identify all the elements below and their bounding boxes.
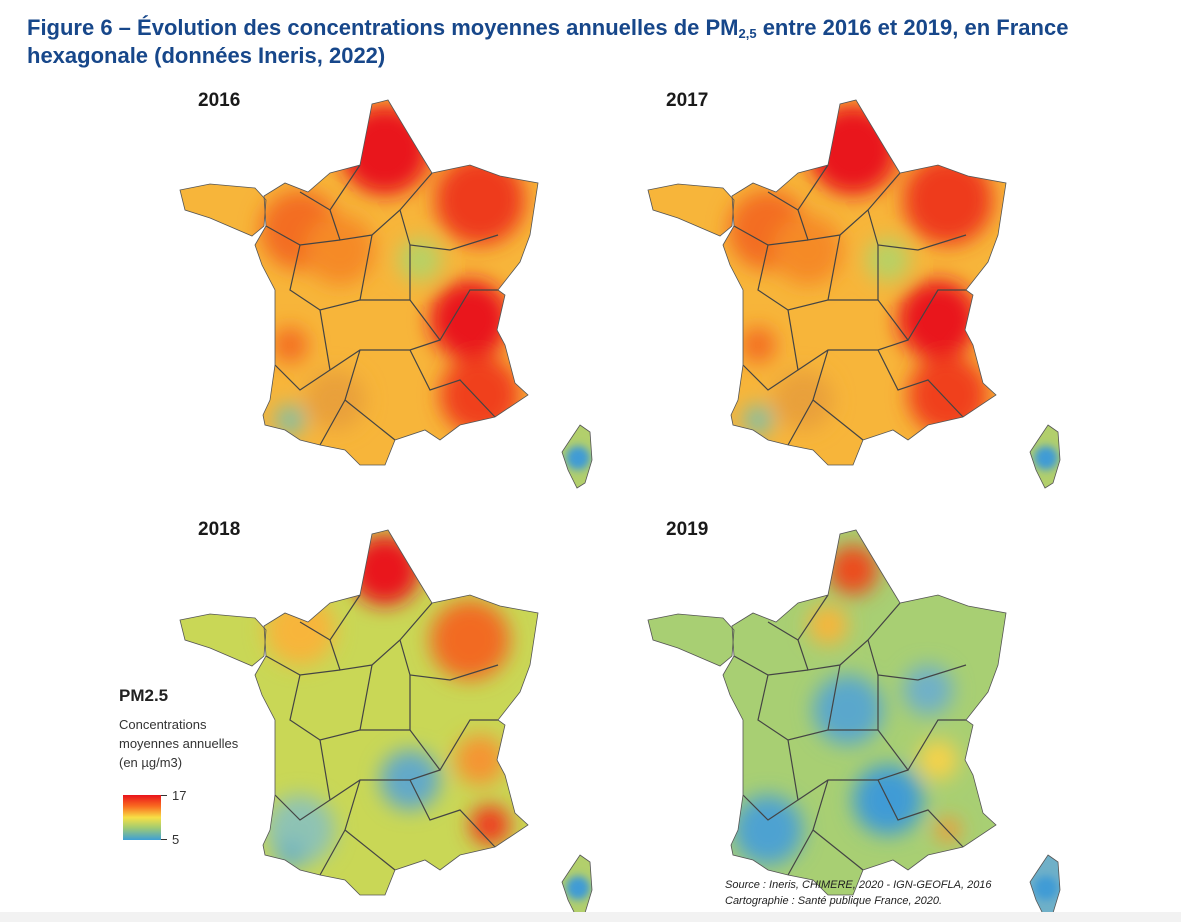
source-line: Source : Ineris, CHIMERE, 2020 - IGN-GEO…	[725, 879, 992, 891]
mainland-heatmap	[648, 530, 1006, 895]
region-borders	[647, 99, 1061, 489]
france-map-2019	[647, 529, 1061, 919]
france-map-2016	[179, 99, 593, 489]
corsica-heatmap	[1030, 425, 1060, 488]
year-label-2017: 2017	[666, 90, 709, 111]
legend-tick-min	[161, 839, 167, 840]
region-borders	[179, 99, 593, 489]
legend-desc-line1: Concentrations	[119, 717, 207, 732]
figure-title: Figure 6 – Évolution des concentrations …	[27, 14, 1167, 70]
legend-max-value: 17	[172, 788, 187, 803]
france-map-2018	[179, 529, 593, 919]
title-main: Figure 6 – Évolution des concentrations …	[27, 15, 739, 40]
year-label-2019: 2019	[666, 519, 709, 540]
legend-desc-line3: (en µg/m3)	[119, 755, 183, 770]
legend-title: PM2.5	[119, 686, 169, 705]
title-line2: hexagonale (données Ineris, 2022)	[27, 43, 386, 68]
year-label-2016: 2016	[198, 90, 241, 111]
legend-desc-line2: moyennes annuelles	[119, 736, 239, 751]
legend-min-value: 5	[172, 832, 180, 847]
title-subscript: 2,5	[738, 26, 757, 41]
cartography-line: Cartographie : Santé publique France, 20…	[725, 895, 943, 907]
mainland-heatmap	[180, 530, 538, 895]
region-borders	[647, 529, 1061, 919]
france-map-2017	[647, 99, 1061, 489]
corsica-heatmap	[562, 425, 592, 488]
mainland-heatmap	[180, 100, 538, 465]
legend-color-bar	[123, 795, 161, 840]
page-bottom-strip	[0, 912, 1181, 922]
mainland-heatmap	[648, 100, 1006, 465]
title-rest: entre 2016 et 2019, en France	[756, 15, 1069, 40]
legend-tick-max	[161, 795, 167, 796]
year-label-2018: 2018	[198, 519, 241, 540]
